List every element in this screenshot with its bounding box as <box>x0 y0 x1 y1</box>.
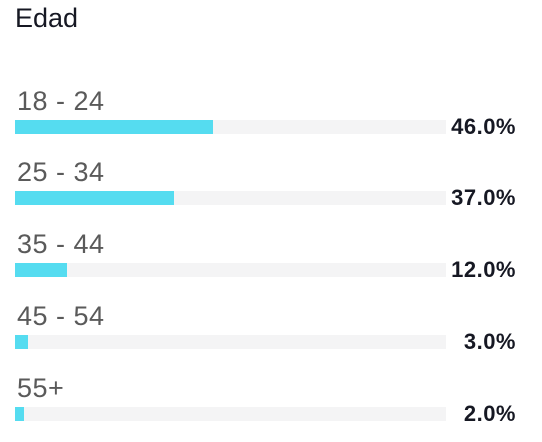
age-category-label: 35 - 44 <box>17 229 105 259</box>
percentage-label: 12.0% <box>451 257 516 282</box>
age-category-label: 25 - 34 <box>17 157 105 187</box>
age-category-label: 45 - 54 <box>17 301 105 331</box>
bar-track <box>15 407 446 421</box>
percentage-label: 3.0% <box>463 329 516 354</box>
percentage-label: 2.0% <box>463 401 516 426</box>
age-row: 18 - 24 46.0% <box>0 86 542 146</box>
age-row: 45 - 54 3.0% <box>0 301 542 361</box>
bar-track <box>15 335 446 349</box>
bar-track <box>15 120 446 134</box>
bar-track <box>15 191 446 205</box>
age-category-label: 18 - 24 <box>17 86 105 116</box>
percentage-label: 46.0% <box>451 114 516 139</box>
age-row: 25 - 34 37.0% <box>0 157 542 217</box>
bar-fill <box>15 120 214 134</box>
bar-track <box>15 263 446 277</box>
age-category-label: 55+ <box>17 373 65 403</box>
bar-fill <box>15 407 24 421</box>
bar-fill <box>15 335 28 349</box>
bar-fill <box>15 263 67 277</box>
page-title: Edad <box>15 3 79 33</box>
bar-fill <box>15 191 175 205</box>
percentage-label: 37.0% <box>451 185 516 210</box>
age-row: 55+ 2.0% <box>0 373 542 433</box>
age-row: 35 - 44 12.0% <box>0 229 542 289</box>
